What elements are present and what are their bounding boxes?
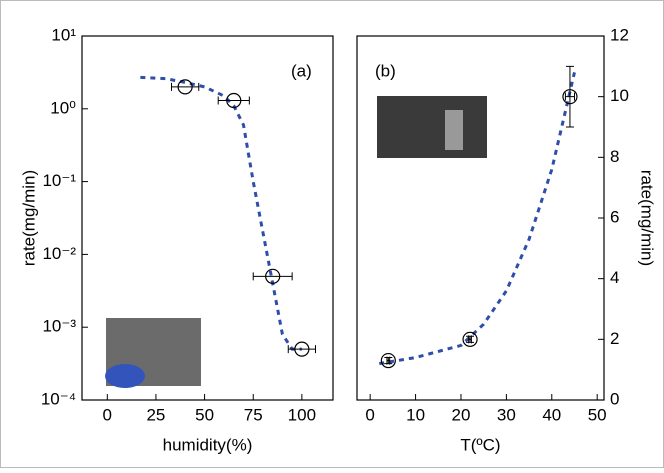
x-tick-label: 40 (542, 405, 561, 424)
data-point (226, 92, 242, 109)
x-tick-label: 75 (244, 405, 263, 424)
x-error-bar (217, 96, 250, 105)
y-tick-label: 4 (610, 268, 619, 287)
panel-label: (b) (375, 61, 396, 80)
x-error-bar (287, 345, 316, 354)
x-tick-label: 50 (588, 405, 607, 424)
fit-line (379, 72, 576, 366)
photo-detail (445, 110, 463, 150)
y-axis-label: rate(mg/min) (19, 170, 38, 266)
panel-label: (a) (291, 61, 312, 80)
x-tick-label: 25 (146, 405, 165, 424)
photo-detail (105, 364, 145, 388)
x-tick-label: 30 (497, 405, 516, 424)
data-point (294, 341, 310, 357)
x-tick-label: 100 (288, 405, 316, 424)
data-point (177, 79, 193, 95)
data-point (265, 268, 281, 284)
y-tick-label: 0 (610, 389, 619, 408)
x-tick-label: 20 (452, 405, 471, 424)
y-tick-label: 10⁻⁴ (41, 389, 76, 408)
data-point (380, 352, 396, 369)
y-tick-label: 10⁻³ (42, 317, 76, 336)
x-tick-label: 0 (103, 405, 112, 424)
y-error-bar (565, 65, 574, 128)
x-tick-label: 10 (406, 405, 425, 424)
y-tick-label: 2 (610, 329, 619, 348)
y-axis-label: rate(mg/min) (638, 170, 657, 266)
y-tick-label: 10 (610, 86, 629, 105)
x-error-bar (171, 82, 200, 91)
fit-line (140, 75, 302, 351)
y-tick-label: 12 (610, 25, 629, 44)
x-tick-label: 0 (365, 405, 374, 424)
y-tick-label: 10⁰ (50, 98, 76, 117)
photo-inset (377, 96, 487, 158)
x-error-bar (252, 272, 293, 281)
data-point (462, 331, 478, 347)
x-axis-label: humidity(%) (163, 435, 253, 454)
y-error-bar (384, 357, 393, 365)
y-tick-label: 6 (610, 207, 619, 226)
y-tick-label: 10⁻² (42, 244, 76, 263)
y-tick-label: 8 (610, 147, 619, 166)
data-point (562, 89, 578, 105)
plot-frame (81, 35, 334, 401)
x-tick-label: 50 (195, 405, 214, 424)
y-tick-label: 10¹ (51, 25, 76, 44)
x-axis-label: T(ºC) (460, 435, 500, 454)
y-tick-label: 10⁻¹ (42, 171, 76, 190)
y-error-bar (466, 335, 475, 343)
